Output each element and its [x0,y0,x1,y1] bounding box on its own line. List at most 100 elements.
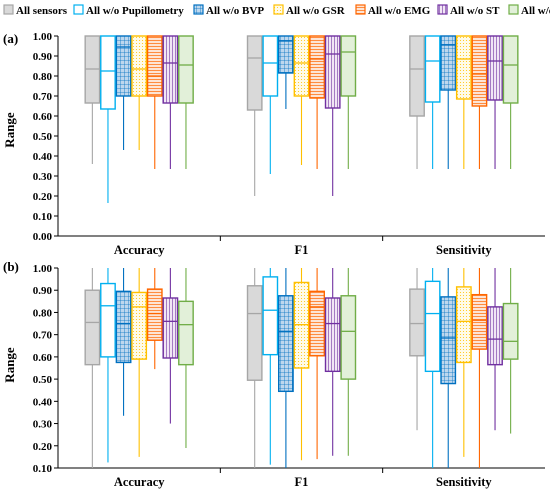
y-tick-label-a: 0.10 [33,211,53,223]
box-all-w-o-rr-f1 [340,268,357,456]
y-tick-label-a: 0.30 [33,171,53,183]
box-all-w-o-pupillometry-sensitivity [424,268,441,468]
y-tick-label-a: 0.20 [33,191,53,203]
box-body [278,295,294,393]
box-all-w-o-pupillometry-f1 [262,35,279,174]
box-all-w-o-st-accuracy [162,35,179,169]
box-all-sensors-accuracy [84,35,101,164]
legend-label-all-w-o-pupillometry: All w/o Pupillometry [86,5,184,17]
box-body [146,35,163,97]
y-tick-label-b: 0.30 [33,419,53,431]
box-all-w-o-rr-f1 [340,35,357,169]
box-all-w-o-st-accuracy [162,268,179,424]
legend-label-all-w-o-bvp: All w/o BVP [206,5,264,17]
panel-b-y-axis-label: Range [2,347,17,383]
box-body [409,288,425,357]
y-tick-label-b: 0.50 [33,374,53,386]
box-body [455,35,472,100]
box-body [162,35,179,104]
box-body [440,296,457,385]
legend-swatch-all-sensors [3,4,14,15]
box-body [115,35,132,97]
box-body [309,290,325,357]
box-all-w-o-bvp-accuracy [115,35,132,150]
box-body [162,297,179,359]
box-all-w-o-rr-accuracy [178,268,194,448]
box-all-w-o-st-sensitivity [487,35,503,169]
y-tick-label-b: 0.80 [33,307,53,319]
box-body [246,35,263,111]
box-all-w-o-st-f1 [324,268,341,456]
box-all-w-o-gsr-sensitivity [455,35,472,169]
box-all-w-o-pupillometry-sensitivity [424,35,441,169]
y-tick-label-a: 0.40 [33,151,53,163]
box-all-w-o-rr-accuracy [178,35,194,169]
legend-swatch-all-w-o-rr [508,4,519,15]
box-all-w-o-bvp-f1 [278,268,294,468]
panel-a: (a) Range 0.00 0.10 0.20 0.30 0.40 0.50 0.60 0.… [2,31,545,257]
x-category-label-f1: F1 [295,243,309,257]
legend-swatch-all-w-o-gsr [273,4,284,15]
box-body [146,288,163,341]
x-category-label-sensitivity: Sensitivity [436,475,492,489]
box-all-w-o-rr-sensitivity [502,268,519,434]
box-all-w-o-emg-accuracy [146,268,163,370]
legend-swatch-all-w-o-bvp [193,4,204,15]
box-all-sensors-f1 [246,35,263,196]
box-body [293,35,310,97]
box-body [471,35,488,107]
box-body [409,35,425,117]
legend-label-all-w-o-gsr: All w/o GSR [286,5,346,17]
box-body [487,306,503,366]
y-tick-label-a: 1.00 [33,31,53,43]
box-all-w-o-gsr-accuracy [131,35,148,150]
y-tick-label-a: 0.70 [33,91,53,103]
x-category-label-sensitivity: Sensitivity [436,243,492,257]
panel-b: (b) Range 0.10 0.20 0.30 0.40 0.50 0.60 0.70 0.… [2,259,545,489]
panel-a-label: (a) [3,31,18,46]
box-all-w-o-bvp-sensitivity [440,268,457,468]
box-body [309,35,325,99]
legend: All sensors All w/o Pupillometry All w/o B… [3,4,550,17]
legend-label-all-w-o-st: All w/o ST [450,5,500,17]
panel-a-y-axis-label: Range [2,112,17,148]
box-body [278,35,294,74]
box-body [262,276,279,356]
box-all-sensors-f1 [246,268,263,468]
panel-b-label: (b) [3,259,19,274]
legend-item-all-sensors: All sensors [3,4,68,17]
y-tick-label-b: 0.70 [33,330,53,342]
legend-item-all-w-o-emg: All w/o EMG [355,4,431,17]
legend-label-all-w-o-emg: All w/o EMG [368,5,431,17]
box-body [178,300,194,366]
box-all-w-o-emg-f1 [309,268,325,460]
box-body [131,35,148,97]
box-body [502,302,519,360]
box-all-w-o-pupillometry-accuracy [100,35,116,203]
box-all-w-o-st-sensitivity [487,268,503,431]
box-body [100,282,116,358]
box-body [502,35,519,104]
y-tick-label-b: 0.40 [33,396,53,408]
box-body [262,35,279,97]
box-all-sensors-accuracy [84,268,101,468]
box-body [455,286,472,364]
box-body [471,293,488,350]
box-all-w-o-gsr-sensitivity [455,268,472,457]
box-body [84,289,101,366]
legend-item-all-w-o-st: All w/o ST [437,4,500,17]
box-body [178,35,194,104]
box-all-w-o-bvp-sensitivity [440,35,457,169]
y-tick-label-a: 0.00 [33,231,53,243]
y-tick-label-a: 0.60 [33,111,53,123]
box-all-w-o-pupillometry-accuracy [100,268,116,463]
box-all-w-o-gsr-f1 [293,268,310,461]
box-all-w-o-rr-sensitivity [502,35,519,169]
box-all-w-o-emg-accuracy [146,35,163,169]
y-tick-label-b: 0.20 [33,441,53,453]
x-category-label-f1: F1 [295,475,309,489]
y-tick-label-b: 0.60 [33,352,53,364]
box-body [424,35,441,103]
legend-label-all-sensors: All sensors [16,5,68,17]
box-all-w-o-emg-f1 [309,35,325,169]
